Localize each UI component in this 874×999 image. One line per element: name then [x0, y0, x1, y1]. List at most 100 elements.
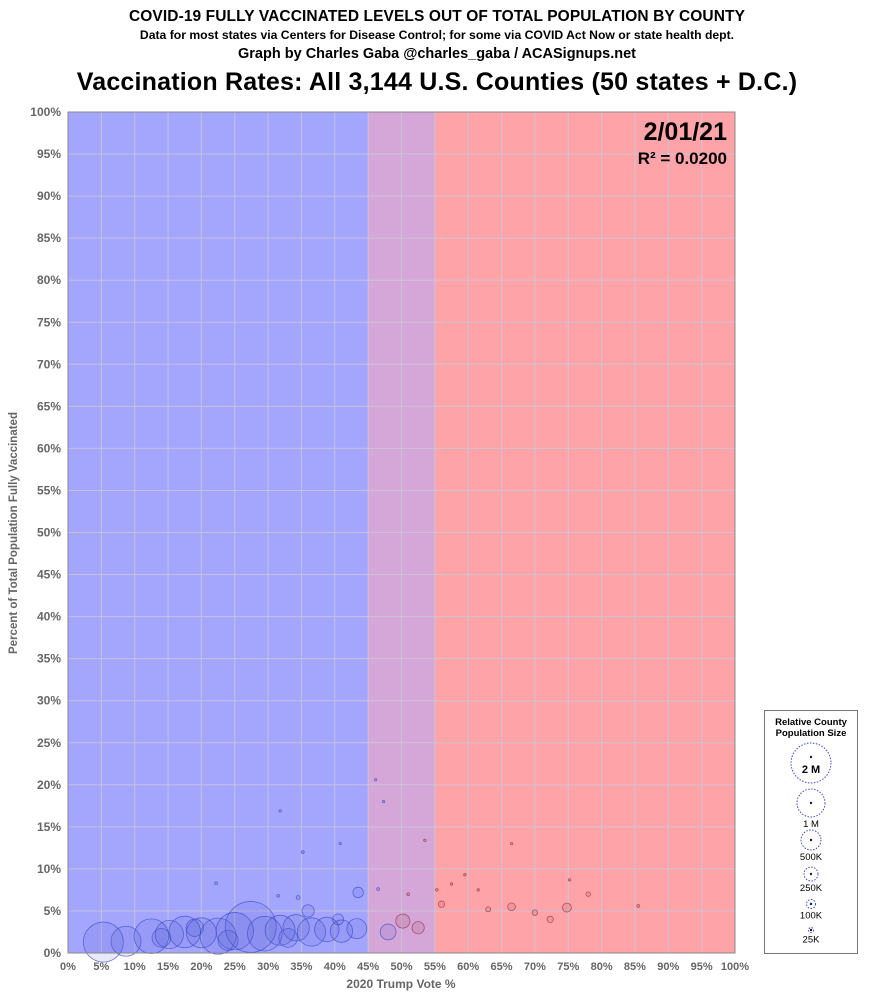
county-bubble	[295, 895, 301, 900]
legend-bubble	[796, 788, 826, 818]
county-bubble	[276, 893, 280, 898]
legend-title: Relative County Population Size	[765, 717, 857, 739]
x-axis-ticks: 0% 5% 10% 15% 20% 25% 30% 35% 40% 45% 50% 55% 60% 65%…	[60, 961, 749, 973]
legend-bubble-center	[809, 902, 813, 906]
legend-size-label: 100K	[800, 911, 823, 922]
y-tick-label: 85%	[37, 231, 61, 245]
legend-size-label: 1 M	[803, 819, 819, 830]
x-tick-label: 80%	[591, 961, 613, 973]
x-tick-label: 20%	[190, 961, 212, 973]
y-axis-ticks: 0% 5% 10% 15% 20% 25% 30% 35% 40% 45% 50% 55% 60% 65%…	[30, 105, 61, 960]
y-tick-label: 25%	[37, 736, 61, 750]
x-tick-label: 60%	[457, 961, 479, 973]
county-bubble	[476, 888, 480, 892]
county-bubble	[247, 915, 283, 952]
legend-bubble	[803, 866, 819, 882]
r-squared-annotation: R² = 0.0200	[638, 149, 727, 168]
x-tick-label: 100%	[721, 961, 749, 973]
y-tick-label: 100%	[30, 105, 61, 119]
y-tick-label: 0%	[44, 946, 62, 960]
x-tick-label: 50%	[390, 961, 412, 973]
y-tick-label: 70%	[37, 357, 61, 371]
y-tick-label: 65%	[37, 399, 61, 413]
county-bubble	[585, 891, 591, 897]
legend-size-label: 25K	[803, 935, 821, 946]
x-tick-label: 65%	[491, 961, 513, 973]
county-bubble	[82, 921, 124, 963]
legend-bubble-center	[809, 755, 813, 759]
county-bubble	[278, 928, 298, 948]
x-tick-label: 25%	[224, 961, 246, 973]
county-bubble	[463, 873, 467, 877]
county-bubble	[423, 838, 427, 842]
x-tick-label: 90%	[657, 961, 679, 973]
county-bubble	[507, 902, 516, 912]
county-bubble	[338, 842, 342, 846]
county-bubble	[214, 881, 218, 886]
legend-title-line2: Population Size	[775, 728, 847, 739]
county-bubbles	[82, 778, 641, 963]
legend-bubble-center	[809, 801, 813, 805]
legend-size-label: 2 M	[802, 764, 820, 776]
y-tick-label: 10%	[37, 862, 61, 876]
y-tick-label: 30%	[37, 694, 61, 708]
y-tick-label: 95%	[37, 147, 61, 161]
county-bubble	[379, 923, 397, 941]
x-tick-label: 55%	[424, 961, 446, 973]
y-tick-label: 75%	[37, 315, 61, 329]
legend-bubble-center	[809, 872, 813, 876]
legend-bubble-center	[809, 928, 813, 932]
county-bubble	[110, 925, 142, 957]
county-bubble	[151, 928, 172, 948]
legend-bubble	[790, 742, 832, 784]
grid-lines	[67, 111, 736, 954]
county-bubble	[217, 929, 239, 951]
county-bubble	[406, 892, 410, 896]
county-bubble	[567, 878, 572, 882]
plot-border	[67, 111, 736, 954]
x-axis-label: 2020 Trump Vote %	[346, 977, 455, 991]
date-annotation: 2/01/21	[644, 118, 728, 146]
legend-bubble	[800, 829, 822, 851]
county-bubble	[301, 904, 315, 918]
population-size-legend: 2 M 1 M 500K 250K 100K 25K Relative County Po…	[764, 710, 858, 954]
y-tick-label: 40%	[37, 610, 61, 624]
x-tick-label: 70%	[524, 961, 546, 973]
county-bubble	[376, 887, 380, 891]
y-tick-label: 15%	[37, 820, 61, 834]
county-bubble	[395, 913, 411, 929]
y-tick-label: 5%	[44, 904, 62, 918]
data-source-subtitle: Data for most states via Centers for Dis…	[139, 28, 735, 42]
county-bubble	[562, 902, 572, 913]
x-tick-label: 10%	[124, 961, 146, 973]
y-axis-label: Percent of Total Population Fully Vaccin…	[8, 412, 20, 654]
county-bubble	[332, 913, 345, 926]
county-bubble	[509, 842, 514, 846]
y-tick-label: 45%	[37, 568, 61, 582]
county-bubble	[300, 850, 305, 854]
county-bubble	[381, 800, 386, 804]
x-tick-label: 35%	[290, 961, 312, 973]
x-tick-label: 5%	[93, 961, 109, 973]
y-tick-label: 80%	[37, 273, 61, 287]
county-bubble	[185, 918, 204, 937]
county-bubble	[199, 917, 237, 955]
x-tick-label: 0%	[60, 961, 76, 973]
county-bubble	[546, 915, 554, 923]
county-bubble	[485, 906, 492, 913]
county-bubble	[278, 809, 282, 813]
y-tick-label: 55%	[37, 483, 61, 497]
county-bubble	[296, 917, 326, 947]
x-tick-label: 30%	[257, 961, 279, 973]
x-tick-label: 45%	[357, 961, 379, 973]
county-bubble	[636, 904, 641, 908]
y-tick-label: 50%	[37, 526, 61, 540]
legend-bubble	[806, 899, 816, 909]
county-bubble	[435, 888, 439, 892]
main-title: COVID-19 FULLY VACCINATED LEVELS OUT OF …	[128, 8, 746, 25]
county-bubble	[411, 921, 425, 935]
legend-size-label: 250K	[800, 883, 823, 894]
county-bubble	[437, 900, 446, 908]
county-bubble	[531, 909, 539, 916]
y-tick-label: 20%	[37, 778, 61, 792]
